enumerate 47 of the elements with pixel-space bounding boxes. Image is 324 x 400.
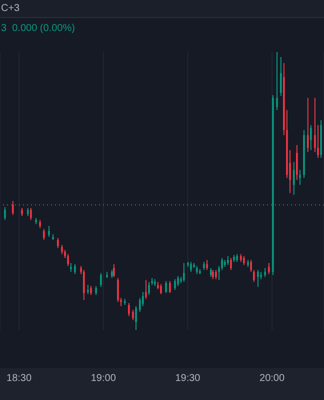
candlestick (257, 269, 259, 288)
x-tick-label: 18:30 (6, 373, 32, 384)
x-tick-label: 19:30 (175, 373, 201, 384)
candlestick (165, 280, 167, 294)
candlestick (169, 280, 171, 294)
candlestick (160, 284, 162, 295)
candlestick (57, 237, 59, 248)
text: 3 0.000 (0.00%) (1, 23, 75, 34)
candlestick (43, 228, 45, 240)
candlestick (132, 309, 134, 320)
candlestick (174, 278, 176, 290)
candlestick (87, 284, 89, 295)
candlestick (212, 269, 214, 280)
candlestick (280, 56, 282, 96)
candlestick (61, 244, 63, 255)
candlestick (128, 302, 130, 317)
candlestick (250, 259, 252, 272)
candlestick (67, 254, 69, 267)
candlestick (306, 97, 309, 153)
candlestick (117, 278, 119, 302)
candlestick (148, 281, 150, 296)
candlestick (292, 162, 295, 196)
candlestick (206, 259, 208, 270)
candlestick (310, 124, 312, 151)
candlestick (276, 52, 278, 111)
candlestick (113, 264, 115, 278)
candlestick (299, 169, 301, 186)
candlestick (183, 262, 185, 282)
candlestick (82, 269, 85, 300)
candlestick (30, 207, 32, 220)
candlestick (296, 144, 298, 180)
x-tick-label: 19:00 (90, 373, 116, 384)
candlestick (145, 279, 147, 300)
candlestick (230, 258, 232, 270)
candlestick (268, 262, 270, 275)
x-tick-label: 20:00 (260, 373, 285, 384)
candlestick (100, 272, 102, 288)
candlestick (74, 264, 76, 275)
candlestick (48, 226, 50, 238)
candlestick (135, 306, 137, 330)
candlestick (252, 269, 255, 282)
text: C+3 (1, 3, 20, 14)
candlestick (177, 276, 179, 287)
candlestick (12, 200, 14, 216)
candlestick (4, 206, 6, 220)
candlestick (215, 269, 217, 280)
candlestick (190, 261, 192, 272)
